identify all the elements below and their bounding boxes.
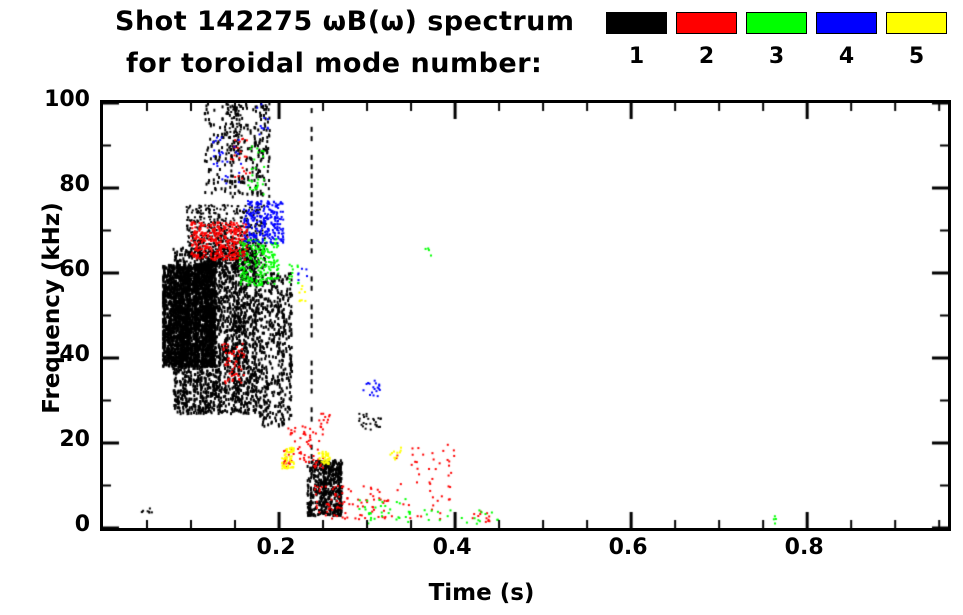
legend-swatch-n3: [746, 12, 807, 34]
figure-title-line1: Shot 142275 ωB(ω) spectrum: [115, 6, 575, 37]
y-tick-label-100: 100: [44, 87, 90, 112]
y-tick-label-0: 0: [74, 512, 90, 537]
y-axis-title: Frequency (kHz): [39, 202, 65, 414]
legend-label-n3: 3: [768, 44, 785, 69]
legend-swatch-n4: [816, 12, 877, 34]
legend-swatch-n1: [606, 12, 667, 34]
legend-swatch-n2: [676, 12, 737, 34]
legend-label-n4: 4: [838, 44, 855, 69]
legend-label-n2: 2: [698, 44, 715, 69]
y-tick-label-20: 20: [59, 427, 90, 452]
x-tick-label-0.6: 0.6: [608, 535, 648, 560]
legend-swatch-row: [587, 12, 947, 34]
legend-label-n1: 1: [628, 44, 645, 69]
legend-swatch-n5: [886, 12, 947, 34]
mode-number-legend: 1 2 3 4 5: [587, 12, 947, 69]
x-tick-label-0.8: 0.8: [784, 535, 824, 560]
x-tick-label-0.2: 0.2: [256, 535, 296, 560]
spectrogram-canvas: [103, 103, 948, 528]
y-tick-label-60: 60: [59, 257, 90, 282]
plot-frame: [100, 100, 951, 531]
y-tick-label-80: 80: [59, 172, 90, 197]
x-tick-label-0.4: 0.4: [432, 535, 472, 560]
legend-number-row: 1 2 3 4 5: [587, 44, 947, 69]
x-axis-title: Time (s): [428, 580, 535, 606]
legend-label-n5: 5: [908, 44, 925, 69]
y-tick-label-40: 40: [59, 342, 90, 367]
figure-title-line2: for toroidal mode number:: [126, 48, 543, 79]
